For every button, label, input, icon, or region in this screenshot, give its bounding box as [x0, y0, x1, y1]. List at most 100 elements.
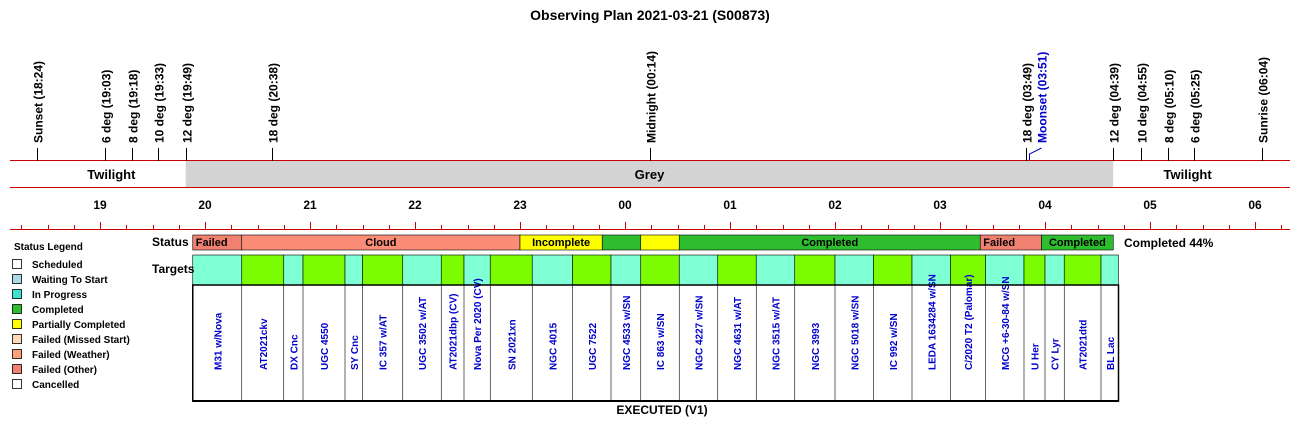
target-block	[911, 254, 951, 286]
target-block	[950, 254, 986, 286]
legend-label: Scheduled	[32, 260, 83, 271]
legend-label: Cancelled	[32, 380, 79, 391]
target-block	[362, 254, 404, 286]
target-name: AT2021dbp (CV)	[449, 294, 460, 371]
target-name: LEDA 1634284 w/SN	[927, 274, 938, 370]
legend-label: Failed (Missed Start)	[32, 335, 130, 346]
status-segment	[1041, 234, 1114, 251]
target-block	[572, 254, 612, 286]
hour-label: 19	[93, 198, 107, 212]
target-name: SY Cnc	[350, 335, 361, 370]
status-segment-label: Completed	[1049, 237, 1106, 249]
status-segment-label: Cloud	[365, 237, 396, 249]
hour-label: 00	[618, 198, 632, 212]
sky-bands: Twilight Grey Twilight	[10, 160, 1290, 188]
legend-swatch	[12, 289, 22, 299]
legend-label: Completed	[32, 305, 84, 316]
target-name: NGC 3993	[811, 322, 822, 370]
target-block	[834, 254, 874, 286]
status-segment-label: Completed	[801, 237, 858, 249]
target-name: BL Lac	[1106, 336, 1117, 370]
legend-title: Status Legend	[14, 242, 83, 253]
target-name: IC 357 w/AT	[379, 315, 390, 370]
targets-row: M31 w/Nova AT2021ckv DX Cnc UGC 4550 SY Cnc I…	[192, 254, 1120, 402]
legend-swatch	[12, 334, 22, 344]
event-markers: Sunset (18:24) 6 deg (19:03) 8 deg (19:18)…	[32, 51, 1271, 161]
moon-event-label: Moonset (03:51)	[1036, 52, 1050, 143]
target-name: NGC 4533 w/SN	[622, 296, 633, 370]
hour-label: 22	[408, 198, 422, 212]
target-block	[755, 254, 796, 286]
chart-title: Observing Plan 2021-03-21 (S00873)	[530, 7, 770, 23]
status-segment	[640, 234, 680, 251]
target-block	[344, 254, 363, 286]
target-name: IC 992 w/SN	[889, 313, 900, 370]
target-name: NGC 4015	[548, 322, 559, 370]
target-block	[402, 254, 442, 286]
target-name: SN 2021xn	[507, 319, 518, 370]
target-name: NGC 4631 w/AT	[733, 297, 744, 370]
footer-label: EXECUTED (V1)	[616, 403, 707, 417]
target-name: UGC 4550	[320, 322, 331, 370]
legend-label: Partially Completed	[32, 320, 125, 331]
legend-label: Waiting To Start	[32, 275, 108, 286]
legend-swatch	[12, 364, 22, 374]
status-row: Failed Cloud Incomplete Completed Failed Comp…	[192, 234, 1114, 251]
target-name: U Her	[1031, 343, 1042, 370]
status-segment-label: Incomplete	[532, 237, 590, 249]
moon-leader	[1029, 147, 1042, 160]
band-label: Grey	[635, 167, 665, 182]
target-block	[531, 254, 573, 286]
target-name: NGC 4227 w/SN	[695, 296, 706, 370]
legend-swatch	[12, 304, 22, 314]
band-label: Twilight	[1164, 167, 1213, 182]
target-block	[489, 254, 533, 286]
event-label: 8 deg (19:18)	[127, 70, 141, 143]
target-block	[302, 254, 346, 286]
event-label: 12 deg (04:39)	[1108, 63, 1122, 143]
target-block	[610, 254, 642, 286]
target-block	[463, 254, 491, 286]
target-name: MCG +6-30-84 w/SN	[1001, 276, 1012, 370]
target-block	[440, 254, 465, 286]
legend-label: Failed (Other)	[32, 365, 97, 376]
target-name: Nova Per 2020 (CV)	[473, 278, 484, 370]
event-label: Midnight (00:14)	[645, 51, 659, 143]
event-label: 18 deg (03:49)	[1021, 63, 1035, 143]
target-name: NGC 5018 w/SN	[850, 296, 861, 370]
target-block	[678, 254, 719, 286]
target-block	[717, 254, 757, 286]
status-segment	[601, 234, 642, 251]
legend-label: Failed (Weather)	[32, 350, 110, 361]
event-label: 10 deg (19:33)	[153, 63, 167, 143]
hour-axis: 19 20 21 22 23 00 01 02 03 04 05 06	[10, 198, 1290, 230]
target-name: IC 863 w/SN	[656, 313, 667, 370]
target-name: UGC 7522	[588, 322, 599, 370]
hour-label: 01	[723, 198, 737, 212]
event-label: 6 deg (19:03)	[100, 70, 114, 143]
target-block	[1044, 254, 1065, 286]
hour-label: 03	[933, 198, 947, 212]
target-block	[1063, 254, 1102, 286]
event-label: 18 deg (20:38)	[267, 63, 281, 143]
band-rect	[37, 161, 186, 187]
hour-label: 23	[513, 198, 527, 212]
status-segment-label: Failed	[983, 237, 1015, 249]
status-legend: Status Legend Scheduled Waiting To Start In…	[12, 242, 130, 391]
target-name: CY Lyr	[1051, 338, 1062, 370]
legend-label: In Progress	[32, 290, 87, 301]
band-rect	[1113, 161, 1262, 187]
target-name: NGC 3515 w/AT	[772, 297, 783, 370]
hour-label: 21	[303, 198, 317, 212]
target-block	[1023, 254, 1046, 286]
event-label: 12 deg (19:49)	[181, 63, 195, 143]
status-row-label: Status	[152, 235, 189, 249]
target-block	[1100, 254, 1119, 286]
hour-label: 06	[1248, 198, 1262, 212]
hour-label: 04	[1038, 198, 1052, 212]
event-label: Sunrise (06:04)	[1257, 57, 1271, 143]
target-block	[640, 254, 680, 286]
legend-swatch	[12, 259, 22, 269]
legend-swatch	[12, 349, 22, 359]
